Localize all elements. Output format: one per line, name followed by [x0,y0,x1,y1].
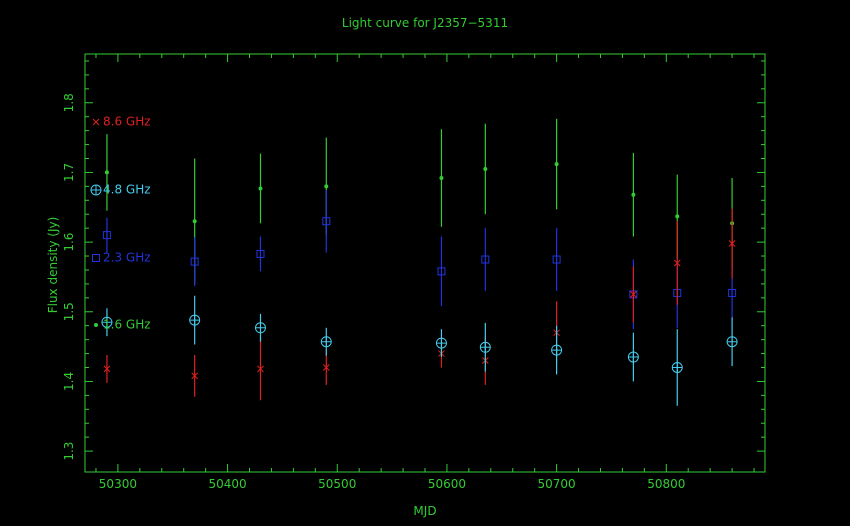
data-point [483,166,488,171]
data-point-cross [727,336,738,347]
data-point [673,259,681,267]
x-axis-label: MJD [413,504,436,518]
data-marks [101,118,738,406]
data-point [103,365,111,373]
data-point-cross [436,338,447,349]
x-tick-label: 50800 [647,477,685,491]
data-point-cross [672,362,683,373]
legend-marker [92,254,100,262]
data-point [481,255,490,264]
x-tick-label: 50500 [318,477,356,491]
data-point [322,364,330,371]
data-point-cross [551,345,562,356]
data-point [190,257,199,266]
data-point-cross [255,322,266,333]
series-4-8-ghz [101,295,738,406]
data-point-cross [101,317,112,328]
legend-marker [92,118,100,126]
data-point [191,372,199,380]
data-point [631,192,636,197]
data-point [322,217,331,226]
legend: 8.6 GHz 4.8 GHz 2.3 GHz 1.6 GHz [90,115,151,332]
legend-label: 8.6 GHz [103,115,151,129]
x-tick-label: 50700 [538,477,576,491]
axis-ticks: 50300 50400 50500 50600 50700 50800 1.3 1.4 1.5 1… [62,54,765,491]
legend-label: 2.3 GHz [103,251,151,265]
legend-label: 1.6 GHz [103,318,151,332]
data-point-cross [480,342,491,353]
data-point [256,249,265,258]
y-tick-label: 1.7 [62,163,76,182]
data-point [728,288,737,297]
data-point [675,214,680,219]
data-point [552,255,561,264]
legend-label: 4.8 GHz [103,183,151,197]
data-point-cross [189,315,200,326]
data-point [554,162,559,167]
data-point [324,184,329,189]
data-point [257,365,264,373]
data-point-cross [628,352,639,363]
data-point [437,267,446,276]
data-point-cross [321,336,332,347]
data-point [258,186,263,191]
legend-marker [94,323,98,327]
data-point [630,290,637,298]
y-tick-label: 1.3 [62,442,76,461]
y-axis-label: Flux density (Jy) [46,217,60,314]
data-point [192,219,197,224]
data-point [104,170,109,175]
data-point [102,231,111,240]
y-tick-label: 1.6 [62,233,76,252]
y-tick-label: 1.5 [62,302,76,321]
legend-marker-cross [91,185,101,195]
x-tick-label: 50600 [428,477,466,491]
x-tick-label: 50300 [99,477,137,491]
x-tick-label: 50400 [208,477,246,491]
chart-title: Light curve for J2357−5311 [342,16,508,30]
data-point [439,176,444,181]
y-tick-label: 1.8 [62,93,76,112]
data-point [728,240,736,247]
y-tick-label: 1.4 [62,372,76,391]
